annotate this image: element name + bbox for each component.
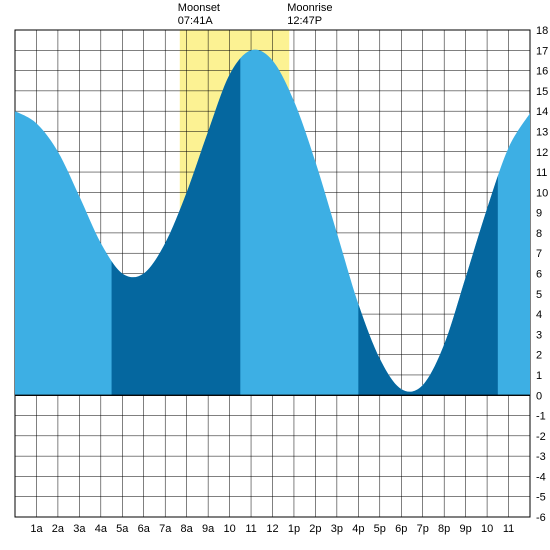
svg-text:5a: 5a [116,523,129,535]
svg-text:8a: 8a [181,523,194,535]
svg-text:-6: -6 [536,512,546,524]
svg-text:5p: 5p [374,523,386,535]
svg-text:-3: -3 [536,451,546,463]
svg-text:3p: 3p [331,523,343,535]
svg-text:9p: 9p [460,523,472,535]
tide-chart: 1a2a3a4a5a6a7a8a9a1011121p2p3p4p5p6p7p8p… [0,0,550,550]
svg-text:18: 18 [536,25,548,37]
svg-text:12: 12 [266,523,278,535]
svg-text:16: 16 [536,66,548,78]
svg-text:3a: 3a [73,523,86,535]
svg-text:1a: 1a [30,523,43,535]
moonset-label: Moonset [178,2,220,15]
svg-text:-2: -2 [536,431,546,443]
moonrise-time: 12:47P [287,15,332,28]
moonset-annotation: Moonset 07:41A [178,2,220,28]
svg-text:2p: 2p [309,523,321,535]
svg-text:6: 6 [536,269,542,281]
tide-chart-svg: 1a2a3a4a5a6a7a8a9a1011121p2p3p4p5p6p7p8p… [0,0,550,550]
svg-text:9a: 9a [202,523,215,535]
svg-text:12: 12 [536,147,548,159]
svg-text:17: 17 [536,45,548,57]
svg-text:9: 9 [536,208,542,220]
svg-text:8: 8 [536,228,542,240]
svg-text:11: 11 [503,523,514,535]
svg-text:7p: 7p [417,523,429,535]
svg-text:1p: 1p [288,523,300,535]
svg-text:8p: 8p [438,523,450,535]
svg-text:13: 13 [536,126,548,138]
svg-text:11: 11 [245,523,256,535]
svg-text:1: 1 [536,370,542,382]
moonset-time: 07:41A [178,15,220,28]
svg-text:11: 11 [536,167,547,179]
svg-text:-5: -5 [536,492,546,504]
svg-text:4p: 4p [352,523,364,535]
svg-text:4: 4 [536,309,542,321]
svg-text:10: 10 [481,523,493,535]
svg-text:6p: 6p [395,523,407,535]
moonrise-annotation: Moonrise 12:47P [287,2,332,28]
svg-text:7a: 7a [159,523,172,535]
svg-text:14: 14 [536,106,548,118]
svg-text:5: 5 [536,289,542,301]
svg-text:15: 15 [536,86,548,98]
svg-text:4a: 4a [95,523,108,535]
svg-text:10: 10 [223,523,235,535]
svg-text:0: 0 [536,390,542,402]
svg-text:7: 7 [536,248,542,260]
moonrise-label: Moonrise [287,2,332,15]
svg-text:3: 3 [536,329,542,341]
svg-text:6a: 6a [138,523,151,535]
svg-text:2a: 2a [52,523,65,535]
svg-text:-1: -1 [536,411,546,423]
svg-text:-4: -4 [536,471,546,483]
svg-text:10: 10 [536,187,548,199]
svg-text:2: 2 [536,350,542,362]
